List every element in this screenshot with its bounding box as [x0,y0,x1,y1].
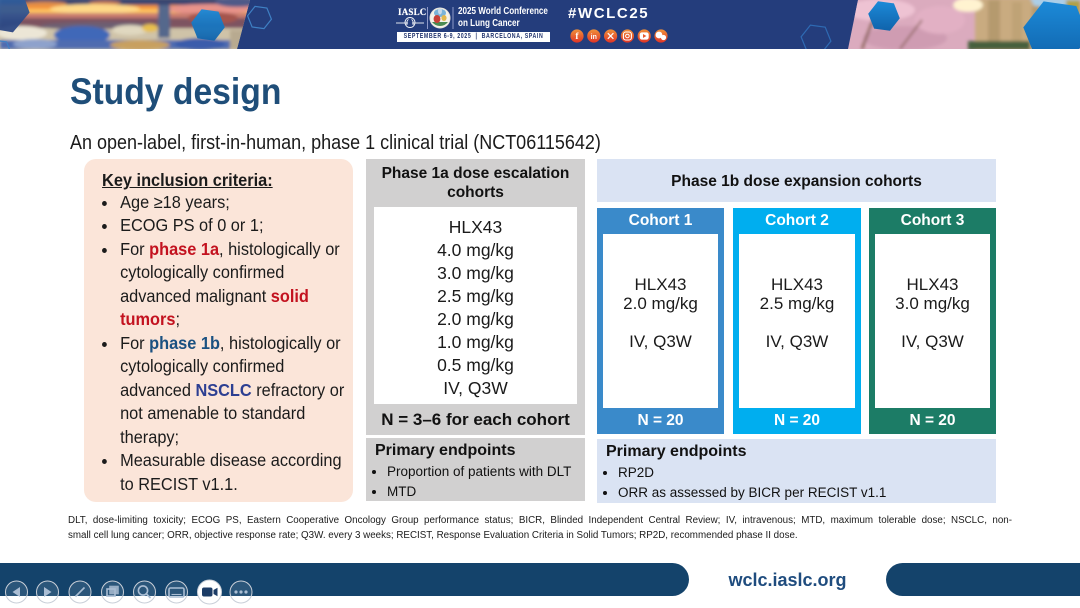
svg-text:in: in [591,34,597,41]
svg-text:f: f [575,32,579,42]
